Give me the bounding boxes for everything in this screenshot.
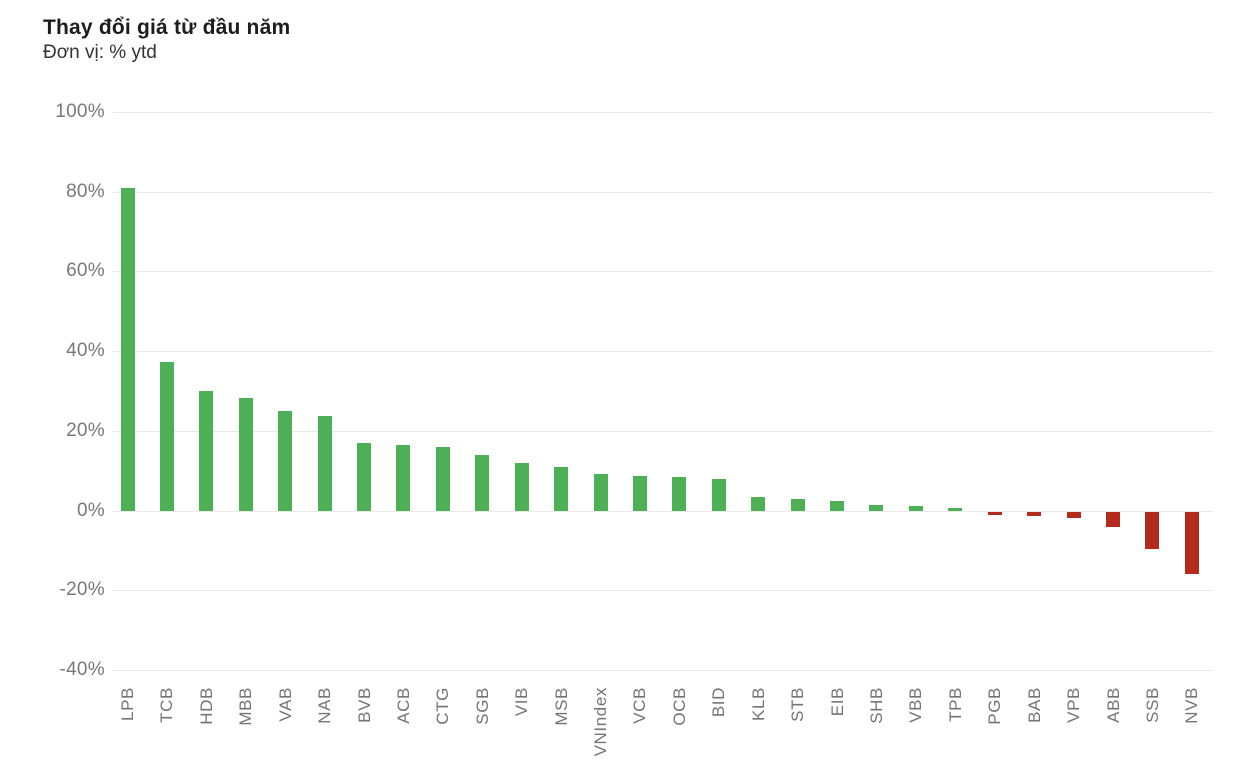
y-axis-tick-label: -20% bbox=[59, 579, 105, 601]
x-axis-tick-label: STB bbox=[788, 687, 808, 722]
bar-hdb bbox=[199, 391, 214, 511]
x-axis-tick-label: CTG bbox=[433, 687, 453, 725]
bar-vib bbox=[514, 462, 529, 511]
bar-nab bbox=[317, 416, 332, 511]
bar-nvb bbox=[1184, 511, 1199, 574]
x-axis-tick-label: ABB bbox=[1103, 687, 1123, 723]
x-axis-tick-label: BVB bbox=[354, 687, 374, 723]
bar-sgb bbox=[475, 454, 490, 511]
x-axis-tick-label: LPB bbox=[118, 687, 137, 721]
y-axis-tick-label: 60% bbox=[66, 260, 105, 282]
x-axis-tick-label: OCB bbox=[669, 687, 689, 726]
bar-abb bbox=[1106, 511, 1120, 528]
gridline bbox=[113, 191, 1213, 193]
x-axis-tick-label: KLB bbox=[748, 687, 768, 721]
y-axis-tick-label: 100% bbox=[55, 101, 105, 122]
chart-title: Thay đổi giá từ đầu năm bbox=[43, 16, 291, 39]
bar-vab bbox=[278, 410, 293, 511]
x-axis-tick-label: BAB bbox=[1024, 687, 1044, 723]
bar-stb bbox=[790, 499, 805, 511]
x-axis-tick-label: EIB bbox=[827, 687, 847, 717]
bar-bab bbox=[1027, 511, 1042, 516]
bar-vnindex bbox=[593, 473, 608, 511]
bar-vbb bbox=[908, 505, 923, 511]
x-axis-tick-label: VPB bbox=[1064, 687, 1084, 723]
gridline bbox=[113, 430, 1213, 432]
x-axis-tick-label: VIB bbox=[512, 687, 532, 717]
gridline bbox=[113, 271, 1213, 273]
x-axis-tick-label: VNIndex bbox=[591, 687, 611, 757]
gridline bbox=[113, 590, 1213, 592]
x-axis-tick-label: TPB bbox=[945, 687, 965, 722]
bar-ocb bbox=[672, 476, 687, 511]
gridline bbox=[113, 351, 1213, 353]
gridline bbox=[113, 112, 1213, 113]
x-axis-tick-label: VAB bbox=[275, 687, 295, 722]
y-axis-tick-label: 0% bbox=[76, 499, 105, 521]
y-axis-tick-label: 80% bbox=[66, 180, 105, 202]
chart-subtitle: Đơn vị: % ytd bbox=[43, 42, 157, 63]
bar-acb bbox=[396, 444, 411, 511]
x-axis-tick-label: PGB bbox=[985, 687, 1005, 725]
bar-tcb bbox=[159, 361, 174, 511]
y-axis-tick-label: 40% bbox=[66, 340, 105, 362]
x-axis-tick-label: HDB bbox=[196, 687, 216, 725]
x-axis-tick-label: VCB bbox=[630, 687, 650, 724]
bar-vcb bbox=[632, 475, 647, 511]
bar-msb bbox=[554, 466, 569, 511]
x-axis-tick-label: BID bbox=[709, 687, 729, 718]
bar-tpb bbox=[948, 507, 963, 511]
x-axis-tick-label: SSB bbox=[1142, 687, 1162, 723]
x-axis-tick-label: NVB bbox=[1182, 687, 1202, 724]
y-axis-tick-label: -40% bbox=[59, 659, 105, 681]
x-axis-tick-label: VBB bbox=[906, 687, 926, 723]
bar-lpb bbox=[120, 187, 135, 511]
bar-mbb bbox=[238, 397, 253, 511]
y-axis-tick-label: 20% bbox=[66, 419, 105, 441]
x-axis-tick-label: NAB bbox=[315, 687, 335, 724]
x-axis-tick-label: SHB bbox=[866, 687, 886, 724]
bar-bid bbox=[711, 478, 726, 511]
gridline bbox=[113, 510, 1213, 512]
bar-pgb bbox=[987, 511, 1002, 516]
bar-vpb bbox=[1066, 511, 1081, 519]
x-axis-tick-label: TCB bbox=[157, 687, 177, 723]
bar-ctg bbox=[435, 446, 450, 511]
bar-eib bbox=[830, 501, 845, 511]
x-axis-tick-label: ACB bbox=[393, 687, 413, 724]
gridline bbox=[113, 670, 1213, 672]
bar-ssb bbox=[1145, 511, 1160, 549]
bar-shb bbox=[869, 505, 884, 511]
bar-bvb bbox=[357, 442, 372, 511]
bar-klb bbox=[751, 497, 766, 511]
x-axis-tick-label: MSB bbox=[551, 687, 571, 726]
x-axis-tick-label: MBB bbox=[236, 687, 256, 726]
x-axis-tick-label: SGB bbox=[472, 687, 492, 725]
chart-header: Thay đổi giá từ đầu năm Đơn vị: % ytd bbox=[43, 14, 290, 65]
